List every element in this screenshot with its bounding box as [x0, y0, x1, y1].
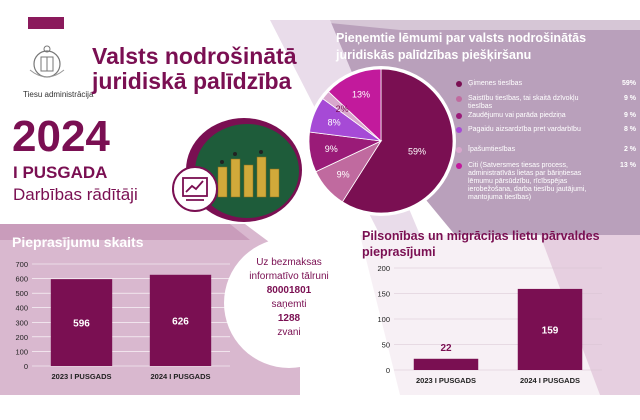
y-tick-label: 200 [377, 264, 390, 273]
info-circle [224, 238, 354, 368]
info-line-2: informatīvo tālruni [249, 271, 329, 282]
title-line-1: Valsts nodrošinātā [92, 43, 297, 69]
pie-panel-top [300, 20, 640, 30]
coat-of-arms-icon [29, 45, 65, 78]
legend-label: Pagaidu aizsardzība pret vardarbību [468, 126, 581, 133]
y-tick-label: 400 [15, 304, 28, 313]
bar [517, 288, 583, 370]
year-label: 2024 [12, 112, 110, 161]
legend-value: 9 % [623, 112, 636, 119]
legend-value: 13 % [620, 162, 636, 169]
legend-label: Citi (Satversmes tiesas process, adminis… [468, 162, 587, 201]
growth-chart-icon [172, 166, 218, 212]
y-tick-label: 100 [15, 347, 28, 356]
bar-value-label: 626 [172, 316, 189, 327]
y-tick-label: 50 [382, 341, 390, 350]
bar [413, 358, 479, 370]
legend-swatch [456, 127, 462, 133]
legend-swatch [456, 81, 462, 87]
legend-swatch [456, 96, 462, 102]
legend-value: 9 % [623, 95, 636, 102]
legend-value: 59% [621, 80, 636, 87]
info-line-1: Uz bezmaksas [256, 257, 322, 268]
y-tick-label: 200 [15, 333, 28, 342]
requests-chart-title: Pieprasījumu skaits [12, 234, 144, 250]
y-tick-label: 500 [15, 289, 28, 298]
bar-value-label: 159 [542, 325, 559, 336]
y-tick-label: 100 [377, 315, 390, 324]
legend-value: 2 % [623, 146, 636, 153]
bar-value-label: 22 [440, 343, 452, 354]
subtitle-label: Darbības rādītāji [13, 185, 138, 204]
y-tick-label: 700 [15, 260, 28, 269]
bar [149, 274, 212, 366]
migration-chart-title: Pilsonības un migrācijas lietu pārvaldes… [362, 229, 600, 259]
legend-swatch [456, 113, 462, 119]
bar-value-label: 596 [73, 319, 90, 330]
legend-swatch [456, 163, 462, 169]
legend-swatch [456, 147, 462, 153]
category-label: 2024 I PUSGADS [520, 376, 580, 385]
y-tick-label: 0 [386, 366, 390, 375]
pie-slice [327, 68, 382, 142]
organization-name: Tiesu administrācija [23, 90, 94, 99]
legend-label: Zaudējumu vai parāda piedziņa [468, 112, 566, 119]
legend-label: Saistību tiesības, tai skaitā dzīvokļu t… [468, 95, 579, 110]
category-label: 2023 I PUSGADS [51, 372, 111, 381]
migration-bar-chart: 0 50 100 150 200 22 2023 I PUSGADS 159 2024 I PU… [377, 264, 602, 385]
category-label: 2024 I PUSGADS [150, 372, 210, 381]
pie-slice-label: 59% [408, 146, 426, 156]
category-label: 2023 I PUSGADS [416, 376, 476, 385]
legend-value: 8 % [623, 126, 636, 133]
y-tick-label: 150 [377, 290, 390, 299]
period-label: I PUSGADA [13, 163, 108, 182]
pie-slice-label: 9% [325, 144, 338, 154]
info-line-3: saņemti [271, 299, 307, 310]
pie-slice [341, 68, 454, 214]
latvian-flag-icon [28, 17, 64, 29]
calls-count: 1288 [277, 313, 301, 324]
pie-slice-label: 2% [336, 104, 349, 114]
hotline-info: Uz bezmaksas informatīvo tālruni 8000180… [230, 256, 348, 340]
requests-bar-chart: 0 100 200 300 400 500 600 700 596 2023 I PUSGADS 6… [15, 260, 230, 381]
calls-word: zvani [277, 327, 301, 338]
y-tick-label: 600 [15, 275, 28, 284]
left-chart-title-band [0, 224, 250, 240]
legend-label: Īpašumtiesības [468, 146, 516, 153]
legend-label: Ģimenes tiesības [468, 80, 523, 87]
y-tick-label: 0 [24, 362, 28, 371]
hotline-number: 80001801 [266, 285, 312, 296]
page-title: Valsts nodrošinātā juridiskā palīdzība [92, 44, 297, 94]
pie-chart: 59% 9% 9% 8% 2%13% [306, 66, 456, 216]
y-tick-label: 300 [15, 318, 28, 327]
bar [50, 279, 113, 366]
pie-slice-label: 13% [352, 90, 370, 100]
pie-chart-title: Pieņemtie lēmumi par valsts nodrošinātās… [336, 31, 587, 62]
pie-slice-label: 9% [337, 169, 350, 179]
pie-slice-label: 8% [328, 117, 341, 127]
title-line-2: juridiskā palīdzība [92, 68, 292, 94]
right-corner-decor [540, 235, 640, 395]
